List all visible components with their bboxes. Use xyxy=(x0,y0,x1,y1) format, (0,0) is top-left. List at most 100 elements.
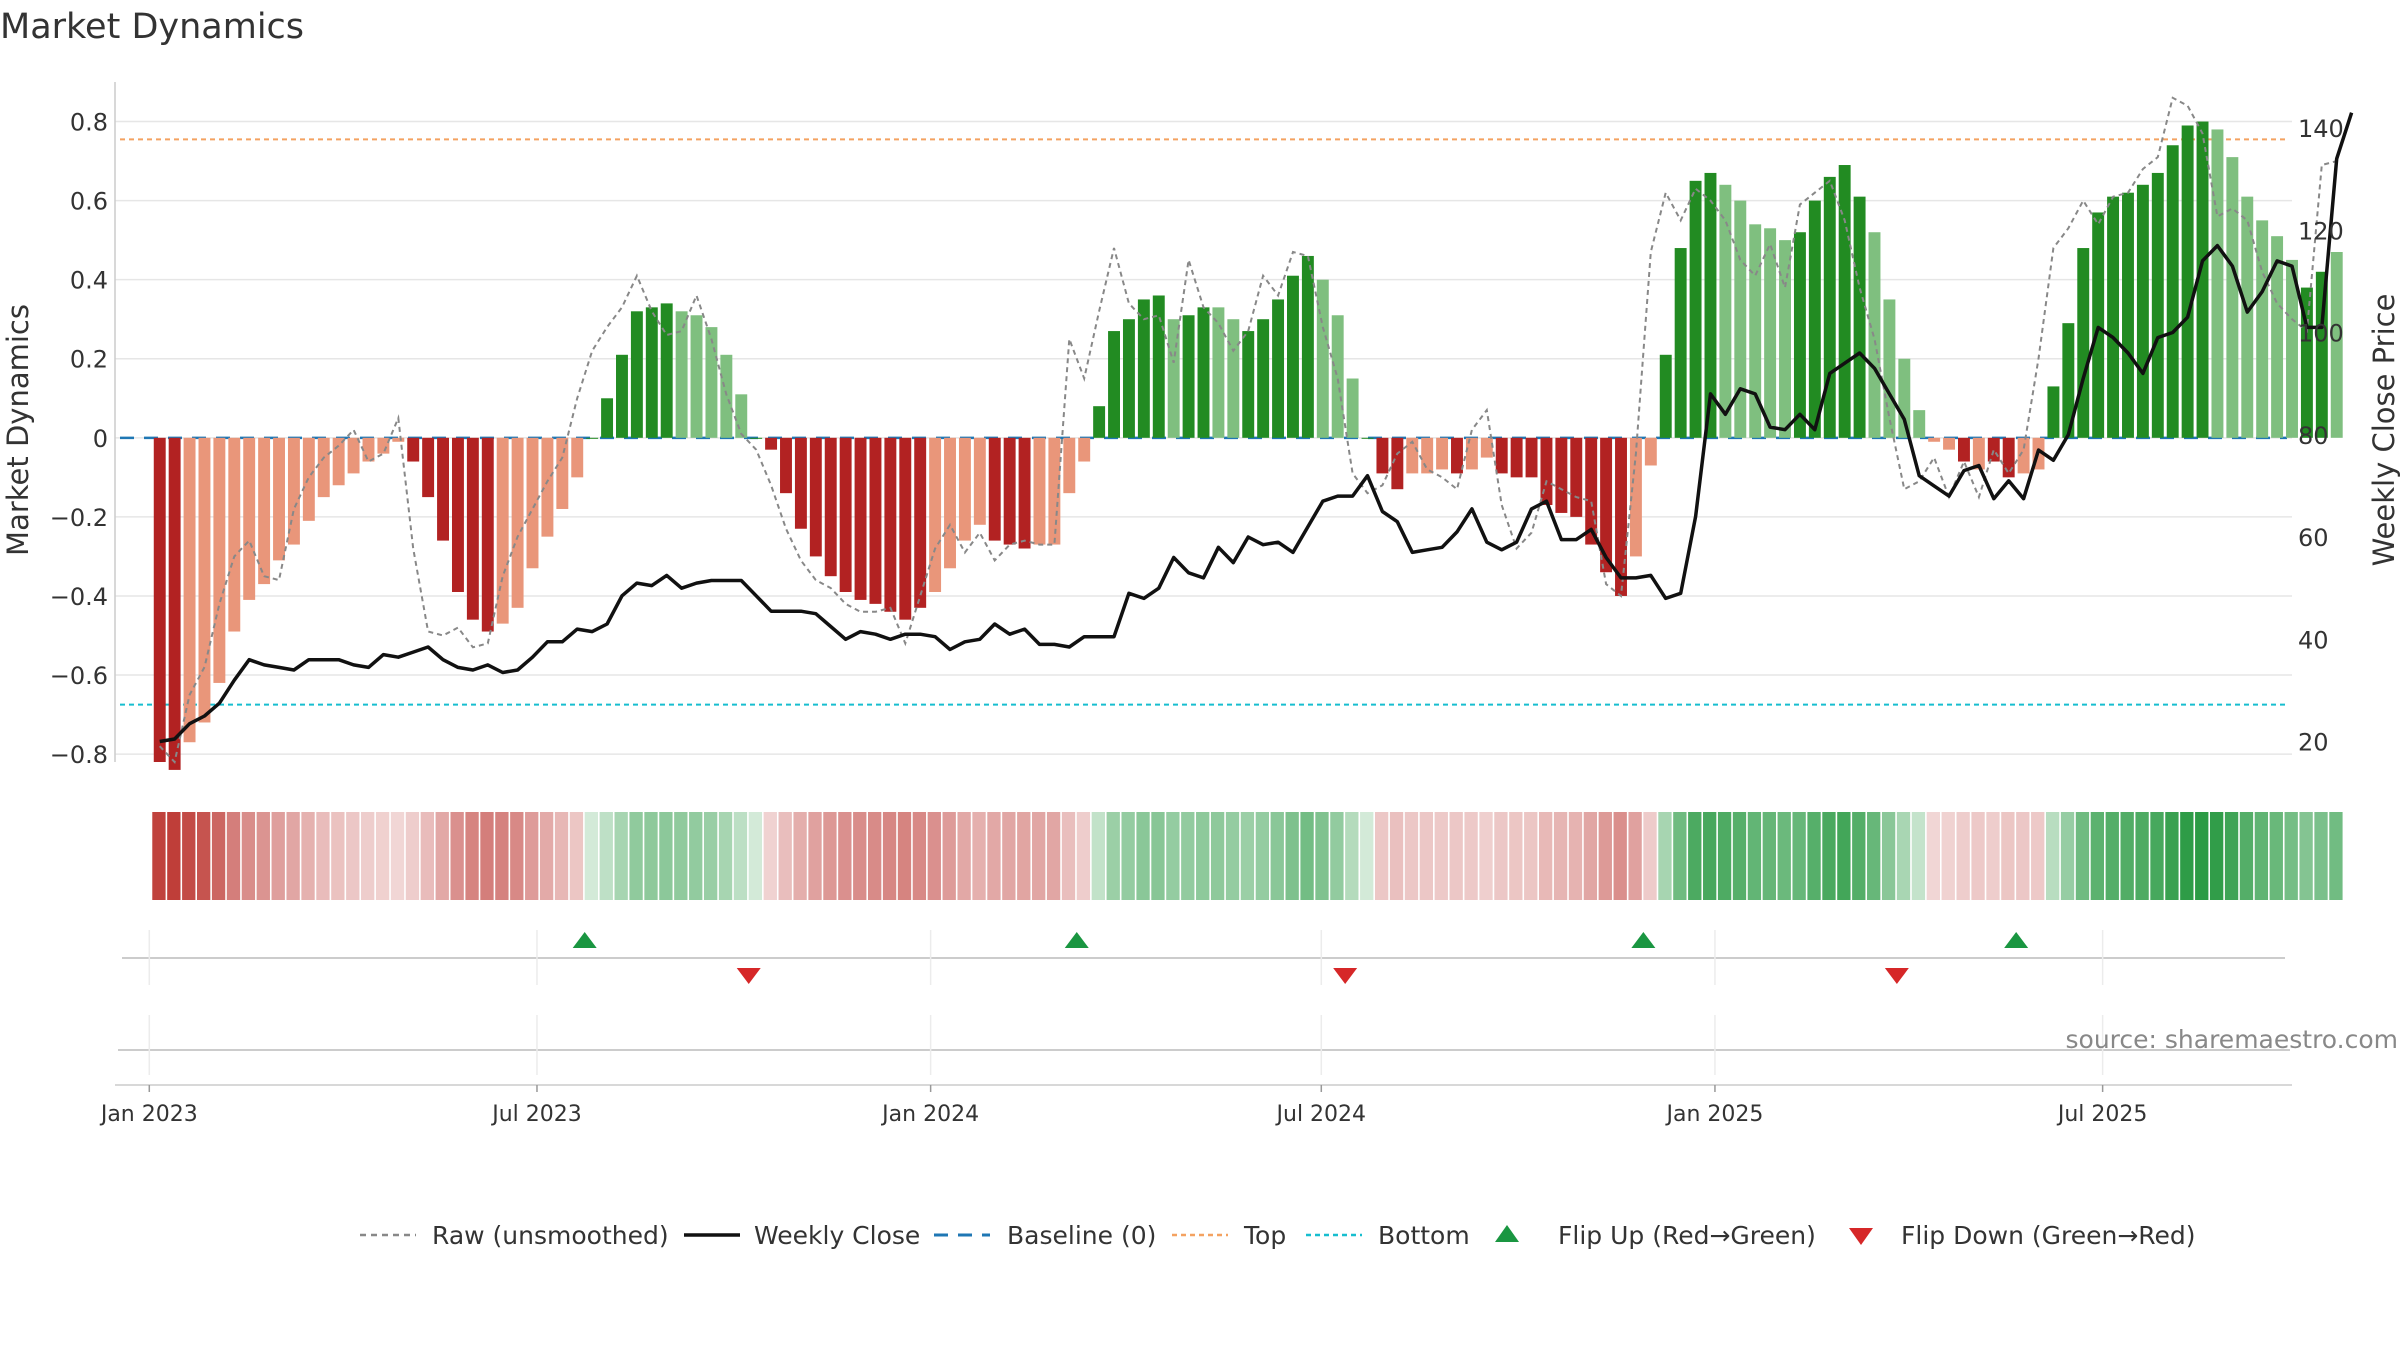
heat-cell xyxy=(882,812,897,900)
heat-cell xyxy=(1986,812,2000,900)
dynamics-bar xyxy=(630,311,643,438)
dynamics-bar xyxy=(1749,224,1762,438)
x-tick-label: Jul 2024 xyxy=(1275,1102,1367,1127)
heat-cell xyxy=(167,812,181,900)
heat-cell xyxy=(853,812,867,900)
heat-cell xyxy=(1315,812,1329,900)
dynamics-bar xyxy=(1242,331,1255,438)
right-tick-label: 60 xyxy=(2298,524,2329,552)
heat-cell xyxy=(1971,812,1985,900)
heat-cell xyxy=(1374,812,1389,900)
heat-cell xyxy=(584,812,599,900)
legend-top-label: Top xyxy=(1243,1221,1286,1250)
heat-cell xyxy=(1046,812,1061,900)
heat-cell xyxy=(226,812,241,900)
heat-cell xyxy=(2209,812,2224,900)
dynamics-bar xyxy=(1555,437,1568,513)
heat-cell xyxy=(1613,812,1627,900)
dynamics-bar xyxy=(1287,275,1299,438)
heat-cell xyxy=(1792,812,1806,900)
x-axis: Jan 2023 Jul 2023 Jan 2024 Jul 2024 Jan 2025… xyxy=(99,930,2292,1127)
dynamics-bar xyxy=(571,437,584,478)
right-tick-label: 20 xyxy=(2298,729,2329,757)
heat-cell xyxy=(674,812,688,900)
dynamics-bar xyxy=(2002,437,2015,478)
dynamics-bar xyxy=(1465,437,1478,470)
dynamics-bar xyxy=(809,437,822,557)
heat-cell xyxy=(1210,812,1225,900)
heat-cell xyxy=(1196,812,1210,900)
heat-cell xyxy=(1434,812,1448,900)
dynamics-bar xyxy=(1510,437,1523,478)
heat-cell xyxy=(2090,812,2105,900)
dynamics-bar xyxy=(287,437,300,545)
heat-cell xyxy=(1747,812,1762,900)
dynamics-bar xyxy=(705,327,718,438)
dynamics-bar xyxy=(1793,232,1806,438)
left-tick-label: −0.4 xyxy=(50,583,108,611)
dynamics-bar xyxy=(1525,437,1538,478)
dynamics-bar xyxy=(1406,437,1419,474)
dynamics-bar xyxy=(2122,192,2134,438)
heat-cell xyxy=(1688,812,1702,900)
dynamics-bar xyxy=(765,437,778,450)
dynamics-bar xyxy=(944,437,956,569)
dynamics-bar xyxy=(2047,386,2060,438)
heat-cell xyxy=(2075,812,2090,900)
flip-up-marker xyxy=(1064,932,1089,948)
heat-cell xyxy=(1360,812,1374,900)
dynamics-bar xyxy=(1018,437,1031,549)
dynamics-bar xyxy=(556,437,569,509)
dynamics-bar xyxy=(168,437,181,770)
heat-cell xyxy=(1255,812,1269,900)
dynamics-bar xyxy=(1122,319,1135,438)
dynamics-bar xyxy=(1033,437,1046,545)
dynamics-bar xyxy=(466,437,479,620)
heat-cell xyxy=(1464,812,1478,900)
heat-cell xyxy=(1941,812,1955,900)
heat-cell xyxy=(912,812,927,900)
dynamics-bar xyxy=(586,437,599,439)
dynamics-bar xyxy=(2226,157,2239,438)
right-tick-label: 120 xyxy=(2298,217,2344,245)
dynamics-bar xyxy=(1928,437,1941,442)
heat-cell xyxy=(2299,812,2313,900)
x-tick-label: Jan 2025 xyxy=(1664,1102,1763,1127)
right-tick-label: 140 xyxy=(2298,115,2344,143)
heat-cell xyxy=(748,812,763,900)
dynamics-bar xyxy=(2256,220,2269,438)
raw-unsmoothed-line xyxy=(158,96,2337,765)
dynamics-bar xyxy=(1629,437,1642,557)
heat-cell xyxy=(1076,812,1091,900)
heat-cell xyxy=(778,812,792,900)
right-y-axis: 20 40 60 80 100 120 140 xyxy=(2298,115,2344,757)
dynamics-bar xyxy=(1212,307,1225,438)
heat-cell xyxy=(2016,812,2030,900)
heat-cell xyxy=(1032,812,1046,900)
heat-cell xyxy=(689,812,703,900)
heat-cell xyxy=(1673,812,1687,900)
dynamics-bar xyxy=(690,315,703,438)
dynamics-bar xyxy=(1913,410,1926,438)
dynamics-bar xyxy=(794,437,807,529)
dynamics-bar xyxy=(2315,271,2328,438)
dynamics-bar xyxy=(1600,437,1613,573)
heat-cell xyxy=(2180,812,2194,900)
dynamics-bar xyxy=(2300,287,2313,438)
dynamics-bar xyxy=(720,354,733,438)
dynamics-bar xyxy=(1227,319,1240,438)
heat-cell xyxy=(346,812,360,900)
dynamics-bar xyxy=(1063,437,1076,494)
dynamics-bar xyxy=(1957,437,1970,462)
dynamics-bar xyxy=(1078,437,1091,462)
heat-cell xyxy=(1121,812,1135,900)
heat-cell xyxy=(2120,812,2134,900)
heat-cell xyxy=(644,812,658,900)
heat-cell xyxy=(1136,812,1150,900)
heat-cell xyxy=(152,812,166,900)
heat-cell xyxy=(1345,812,1359,900)
heat-cell xyxy=(1896,812,1911,900)
heat-cell xyxy=(554,812,569,900)
dynamics-bar xyxy=(1272,299,1285,438)
heat-cell xyxy=(1151,812,1165,900)
